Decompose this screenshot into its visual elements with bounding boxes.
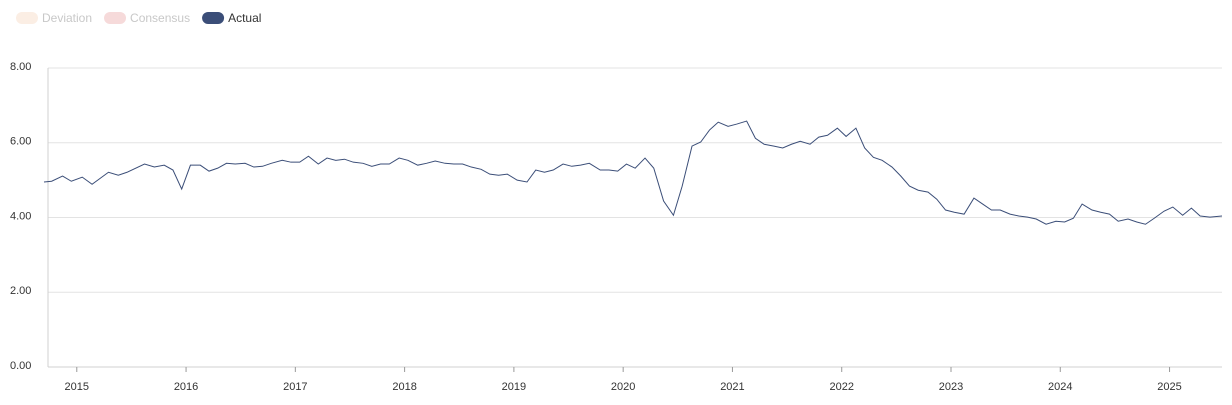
x-tick-label: 2018 bbox=[392, 381, 416, 393]
legend-label[interactable]: Deviation bbox=[42, 11, 92, 25]
y-tick-label: 2.00 bbox=[10, 285, 31, 297]
x-tick-label: 2024 bbox=[1048, 381, 1072, 393]
x-tick-label: 2023 bbox=[939, 381, 963, 393]
legend-label[interactable]: Actual bbox=[228, 11, 261, 25]
x-tick-label: 2025 bbox=[1157, 381, 1181, 393]
x-tick-label: 2020 bbox=[611, 381, 635, 393]
legend-swatch[interactable] bbox=[16, 12, 38, 24]
x-tick-label: 2017 bbox=[283, 381, 307, 393]
legend-swatch[interactable] bbox=[202, 12, 225, 24]
x-tick-label: 2021 bbox=[720, 381, 744, 393]
x-tick-label: 2015 bbox=[65, 381, 89, 393]
y-tick-label: 0.00 bbox=[10, 360, 31, 372]
data-line bbox=[43, 120, 1223, 225]
legend-label[interactable]: Consensus bbox=[130, 11, 190, 25]
x-tick-label: 2016 bbox=[174, 381, 198, 393]
x-tick-label: 2022 bbox=[829, 381, 853, 393]
y-tick-label: 6.00 bbox=[10, 136, 31, 148]
y-tick-label: 4.00 bbox=[10, 210, 31, 222]
y-tick-label: 8.00 bbox=[10, 61, 31, 73]
x-tick-label: 2019 bbox=[502, 381, 526, 393]
legend-swatch[interactable] bbox=[104, 12, 127, 24]
